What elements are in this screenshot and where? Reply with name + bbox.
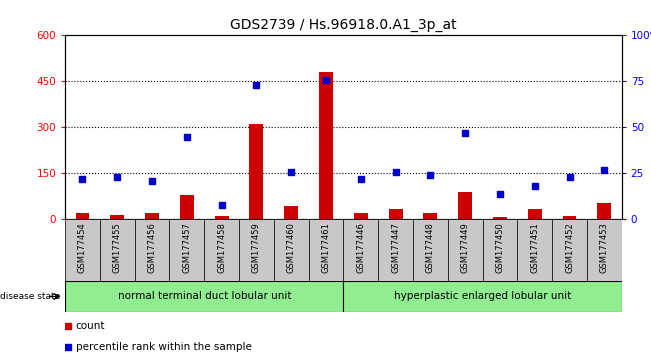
Text: percentile rank within the sample: percentile rank within the sample <box>76 342 252 352</box>
Bar <box>528 209 542 219</box>
Point <box>529 183 540 189</box>
Bar <box>110 215 124 219</box>
Point <box>599 167 609 173</box>
Point <box>241 44 251 50</box>
Bar <box>100 219 135 281</box>
Bar <box>215 216 229 219</box>
Bar <box>518 219 552 281</box>
Bar <box>76 213 89 219</box>
Point <box>391 169 401 175</box>
Bar <box>587 219 622 281</box>
Text: GSM177450: GSM177450 <box>495 222 505 273</box>
Bar <box>378 219 413 281</box>
Text: GSM177457: GSM177457 <box>182 222 191 273</box>
Bar <box>249 124 264 219</box>
Title: GDS2739 / Hs.96918.0.A1_3p_at: GDS2739 / Hs.96918.0.A1_3p_at <box>230 18 457 32</box>
Bar <box>562 216 577 219</box>
Text: normal terminal duct lobular unit: normal terminal duct lobular unit <box>117 291 291 302</box>
Text: hyperplastic enlarged lobular unit: hyperplastic enlarged lobular unit <box>394 291 571 302</box>
Point <box>251 82 262 88</box>
Point <box>241 237 251 242</box>
Bar <box>180 195 194 219</box>
Point <box>425 172 436 178</box>
Bar <box>274 219 309 281</box>
Text: GSM177449: GSM177449 <box>461 222 469 273</box>
Bar <box>239 219 274 281</box>
Point <box>77 176 88 182</box>
Bar <box>204 219 239 281</box>
Bar <box>344 281 622 312</box>
Bar <box>598 202 611 219</box>
Bar <box>344 219 378 281</box>
Point <box>564 174 575 180</box>
Text: GSM177459: GSM177459 <box>252 222 261 273</box>
Bar <box>482 219 518 281</box>
Text: GSM177460: GSM177460 <box>286 222 296 273</box>
Bar <box>458 192 472 219</box>
Bar <box>169 219 204 281</box>
Point <box>216 202 227 207</box>
Text: GSM177448: GSM177448 <box>426 222 435 273</box>
Bar <box>448 219 482 281</box>
Bar <box>145 213 159 219</box>
Bar <box>135 219 169 281</box>
Text: disease state: disease state <box>0 292 61 301</box>
Bar <box>319 72 333 219</box>
Point <box>321 77 331 82</box>
Bar <box>354 213 368 219</box>
Point <box>286 169 296 175</box>
Point <box>460 130 471 136</box>
Text: GSM177447: GSM177447 <box>391 222 400 273</box>
Bar <box>309 219 343 281</box>
Text: GSM177456: GSM177456 <box>148 222 157 273</box>
Text: GSM177455: GSM177455 <box>113 222 122 273</box>
Text: count: count <box>76 321 105 331</box>
Text: GSM177454: GSM177454 <box>78 222 87 273</box>
Bar <box>65 281 344 312</box>
Point <box>182 134 192 139</box>
Text: GSM177452: GSM177452 <box>565 222 574 273</box>
Bar <box>65 219 100 281</box>
Text: GSM177451: GSM177451 <box>530 222 539 273</box>
Bar <box>389 209 402 219</box>
Text: GSM177458: GSM177458 <box>217 222 226 273</box>
Point <box>495 191 505 196</box>
Bar <box>423 213 437 219</box>
Bar <box>493 217 507 219</box>
Point <box>147 178 158 184</box>
Bar <box>552 219 587 281</box>
Point <box>112 174 122 180</box>
Text: GSM177453: GSM177453 <box>600 222 609 273</box>
Point <box>355 176 366 182</box>
Text: GSM177446: GSM177446 <box>356 222 365 273</box>
Bar <box>284 206 298 219</box>
Bar <box>413 219 448 281</box>
Text: GSM177461: GSM177461 <box>322 222 331 273</box>
